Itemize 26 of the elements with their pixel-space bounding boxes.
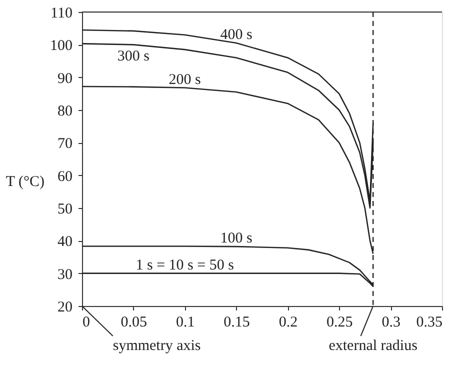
y-tick-label: 50 [58, 202, 72, 218]
series-label: 400 s [220, 27, 252, 44]
x-tick-label: 0.05 [120, 314, 148, 330]
y-tick-label: 70 [58, 136, 72, 152]
y-tick-label: 40 [58, 234, 72, 250]
series-label: 1 s = 10 s = 50 s [136, 257, 234, 274]
x-tick-label: 0.35 [416, 314, 442, 330]
y-tick-label: 90 [58, 70, 72, 87]
x-tick-label: 0.3 [382, 314, 400, 330]
annotation: external radius [328, 338, 418, 354]
y-tick-label: 80 [58, 104, 72, 120]
y-tick-label: 100 [50, 38, 72, 54]
x-tick-label: 0.25 [326, 314, 353, 330]
x-tick-label: 0 [82, 314, 90, 330]
x-tick-label: 0.15 [224, 314, 250, 330]
x-tick-label: 0.1 [176, 314, 195, 330]
x-tick-label: 0.2 [278, 314, 298, 330]
text: symmetry axis [112, 338, 201, 354]
series-label: 300 s [117, 48, 150, 65]
y-tick-label: 20 [58, 300, 72, 316]
y-tick-label: 110 [50, 6, 72, 22]
series-label: 100 s [220, 230, 252, 247]
y-tick-label: 60 [58, 168, 72, 185]
series-label: 200 s [168, 72, 202, 88]
y-tick-label: 30 [58, 266, 72, 283]
y-axis-title: T (°C) [6, 174, 44, 190]
